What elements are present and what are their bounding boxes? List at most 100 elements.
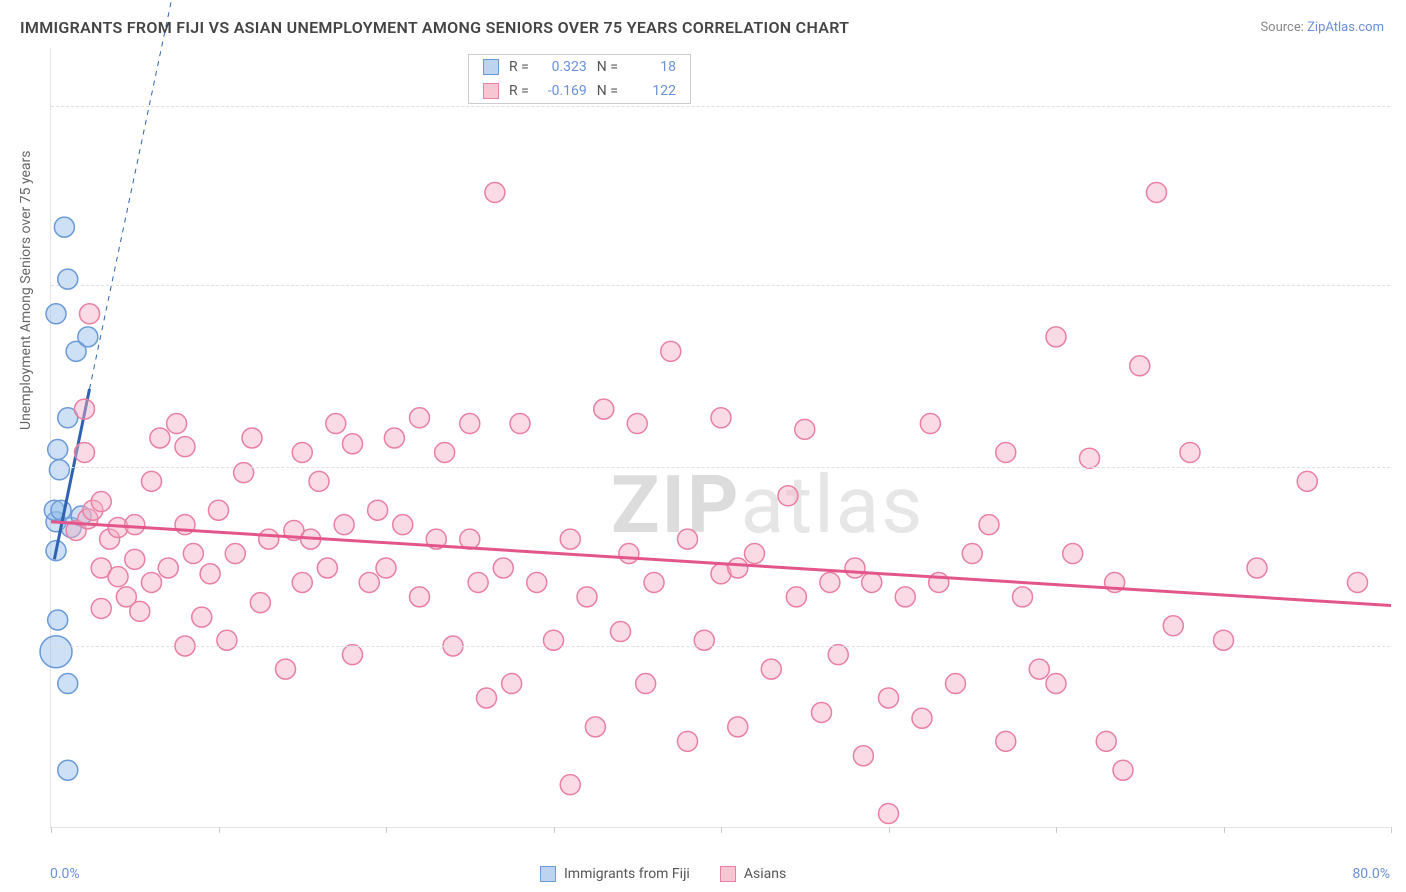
x-tick [1224,827,1225,833]
data-point-asians [1046,674,1066,694]
data-point-fiji [46,304,66,324]
data-point-asians [334,515,354,535]
n-value: 18 [628,59,676,75]
legend-swatch [540,866,556,882]
data-point-asians [1130,356,1150,376]
data-point-asians [678,529,698,549]
r-value: 0.323 [539,59,587,75]
n-value: 122 [628,83,676,99]
source-label: Source: [1260,20,1303,35]
data-point-asians [343,645,363,665]
plot-svg [51,48,1390,827]
chart-title: IMMIGRANTS FROM FIJI VS ASIAN UNEMPLOYME… [20,18,849,37]
data-point-asians [1214,630,1234,650]
data-point-asians [619,544,639,564]
data-point-asians [694,630,714,650]
data-point-asians [167,414,187,434]
data-point-asians [879,688,899,708]
data-point-asians [845,558,865,578]
data-point-asians [142,471,162,491]
data-point-asians [192,607,212,627]
data-point-asians [627,414,647,434]
data-point-asians [502,674,522,694]
data-point-asians [1348,572,1368,592]
gridline [51,467,1390,468]
data-point-asians [460,414,480,434]
data-point-asians [108,567,128,587]
data-point-asians [1297,471,1317,491]
data-point-fiji [49,460,69,480]
x-tick [51,827,52,833]
data-point-asians [384,428,404,448]
data-point-asians [636,674,656,694]
data-point-asians [1046,327,1066,347]
data-point-asians [130,601,150,621]
data-point-asians [485,182,505,202]
data-point-asians [1147,182,1167,202]
x-tick [889,827,890,833]
data-point-fiji [40,636,72,668]
gridline [51,106,1390,107]
data-point-asians [225,544,245,564]
data-point-fiji [48,440,68,460]
data-point-asians [410,587,430,607]
gridline [51,646,1390,647]
data-point-fiji [58,760,78,780]
data-point-asians [544,630,564,650]
r-value: -0.169 [539,83,587,99]
data-point-asians [259,529,279,549]
data-point-asians [468,572,488,592]
data-point-asians [1096,731,1116,751]
data-point-asians [150,428,170,448]
data-point-asians [242,428,262,448]
data-point-asians [786,587,806,607]
legend-correlation-row: R =0.323N =18 [469,55,690,79]
legend-series-item: Asians [720,866,786,882]
data-point-asians [142,572,162,592]
data-point-asians [711,408,731,428]
x-tick [219,827,220,833]
data-point-asians [368,500,388,520]
trend-line-ext-fiji [90,0,211,389]
data-point-asians [276,659,296,679]
data-point-asians [778,486,798,506]
data-point-asians [920,414,940,434]
data-point-asians [75,442,95,462]
data-point-asians [828,645,848,665]
data-point-asians [91,598,111,618]
data-point-asians [125,549,145,569]
gridline [51,285,1390,286]
data-point-asians [410,408,430,428]
data-point-asians [853,746,873,766]
data-point-asians [200,564,220,584]
x-tick [721,827,722,833]
data-point-asians [644,572,664,592]
legend-correlation: R =0.323N =18R =-0.169N =122 [468,54,691,104]
data-point-asians [91,492,111,512]
data-point-asians [761,659,781,679]
x-tick [1391,827,1392,833]
y-axis-title: Unemployment Among Seniors over 75 years [18,151,34,431]
x-tick [386,827,387,833]
data-point-asians [661,341,681,361]
data-point-asians [183,544,203,564]
data-point-asians [795,419,815,439]
data-point-asians [560,529,580,549]
data-point-asians [996,442,1016,462]
data-point-asians [234,463,254,483]
legend-series: Immigrants from FijiAsians [540,866,786,882]
data-point-asians [317,558,337,578]
data-point-asians [1180,442,1200,462]
data-point-asians [1113,760,1133,780]
r-label: R = [509,83,529,99]
data-point-asians [1163,616,1183,636]
data-point-fiji [48,610,68,630]
data-point-asians [996,731,1016,751]
data-point-asians [594,399,614,419]
data-point-asians [326,414,346,434]
source-link[interactable]: ZipAtlas.com [1307,20,1384,35]
r-label: R = [509,59,529,75]
data-point-fiji [54,217,74,237]
data-point-asians [80,304,100,324]
x-tick [554,827,555,833]
